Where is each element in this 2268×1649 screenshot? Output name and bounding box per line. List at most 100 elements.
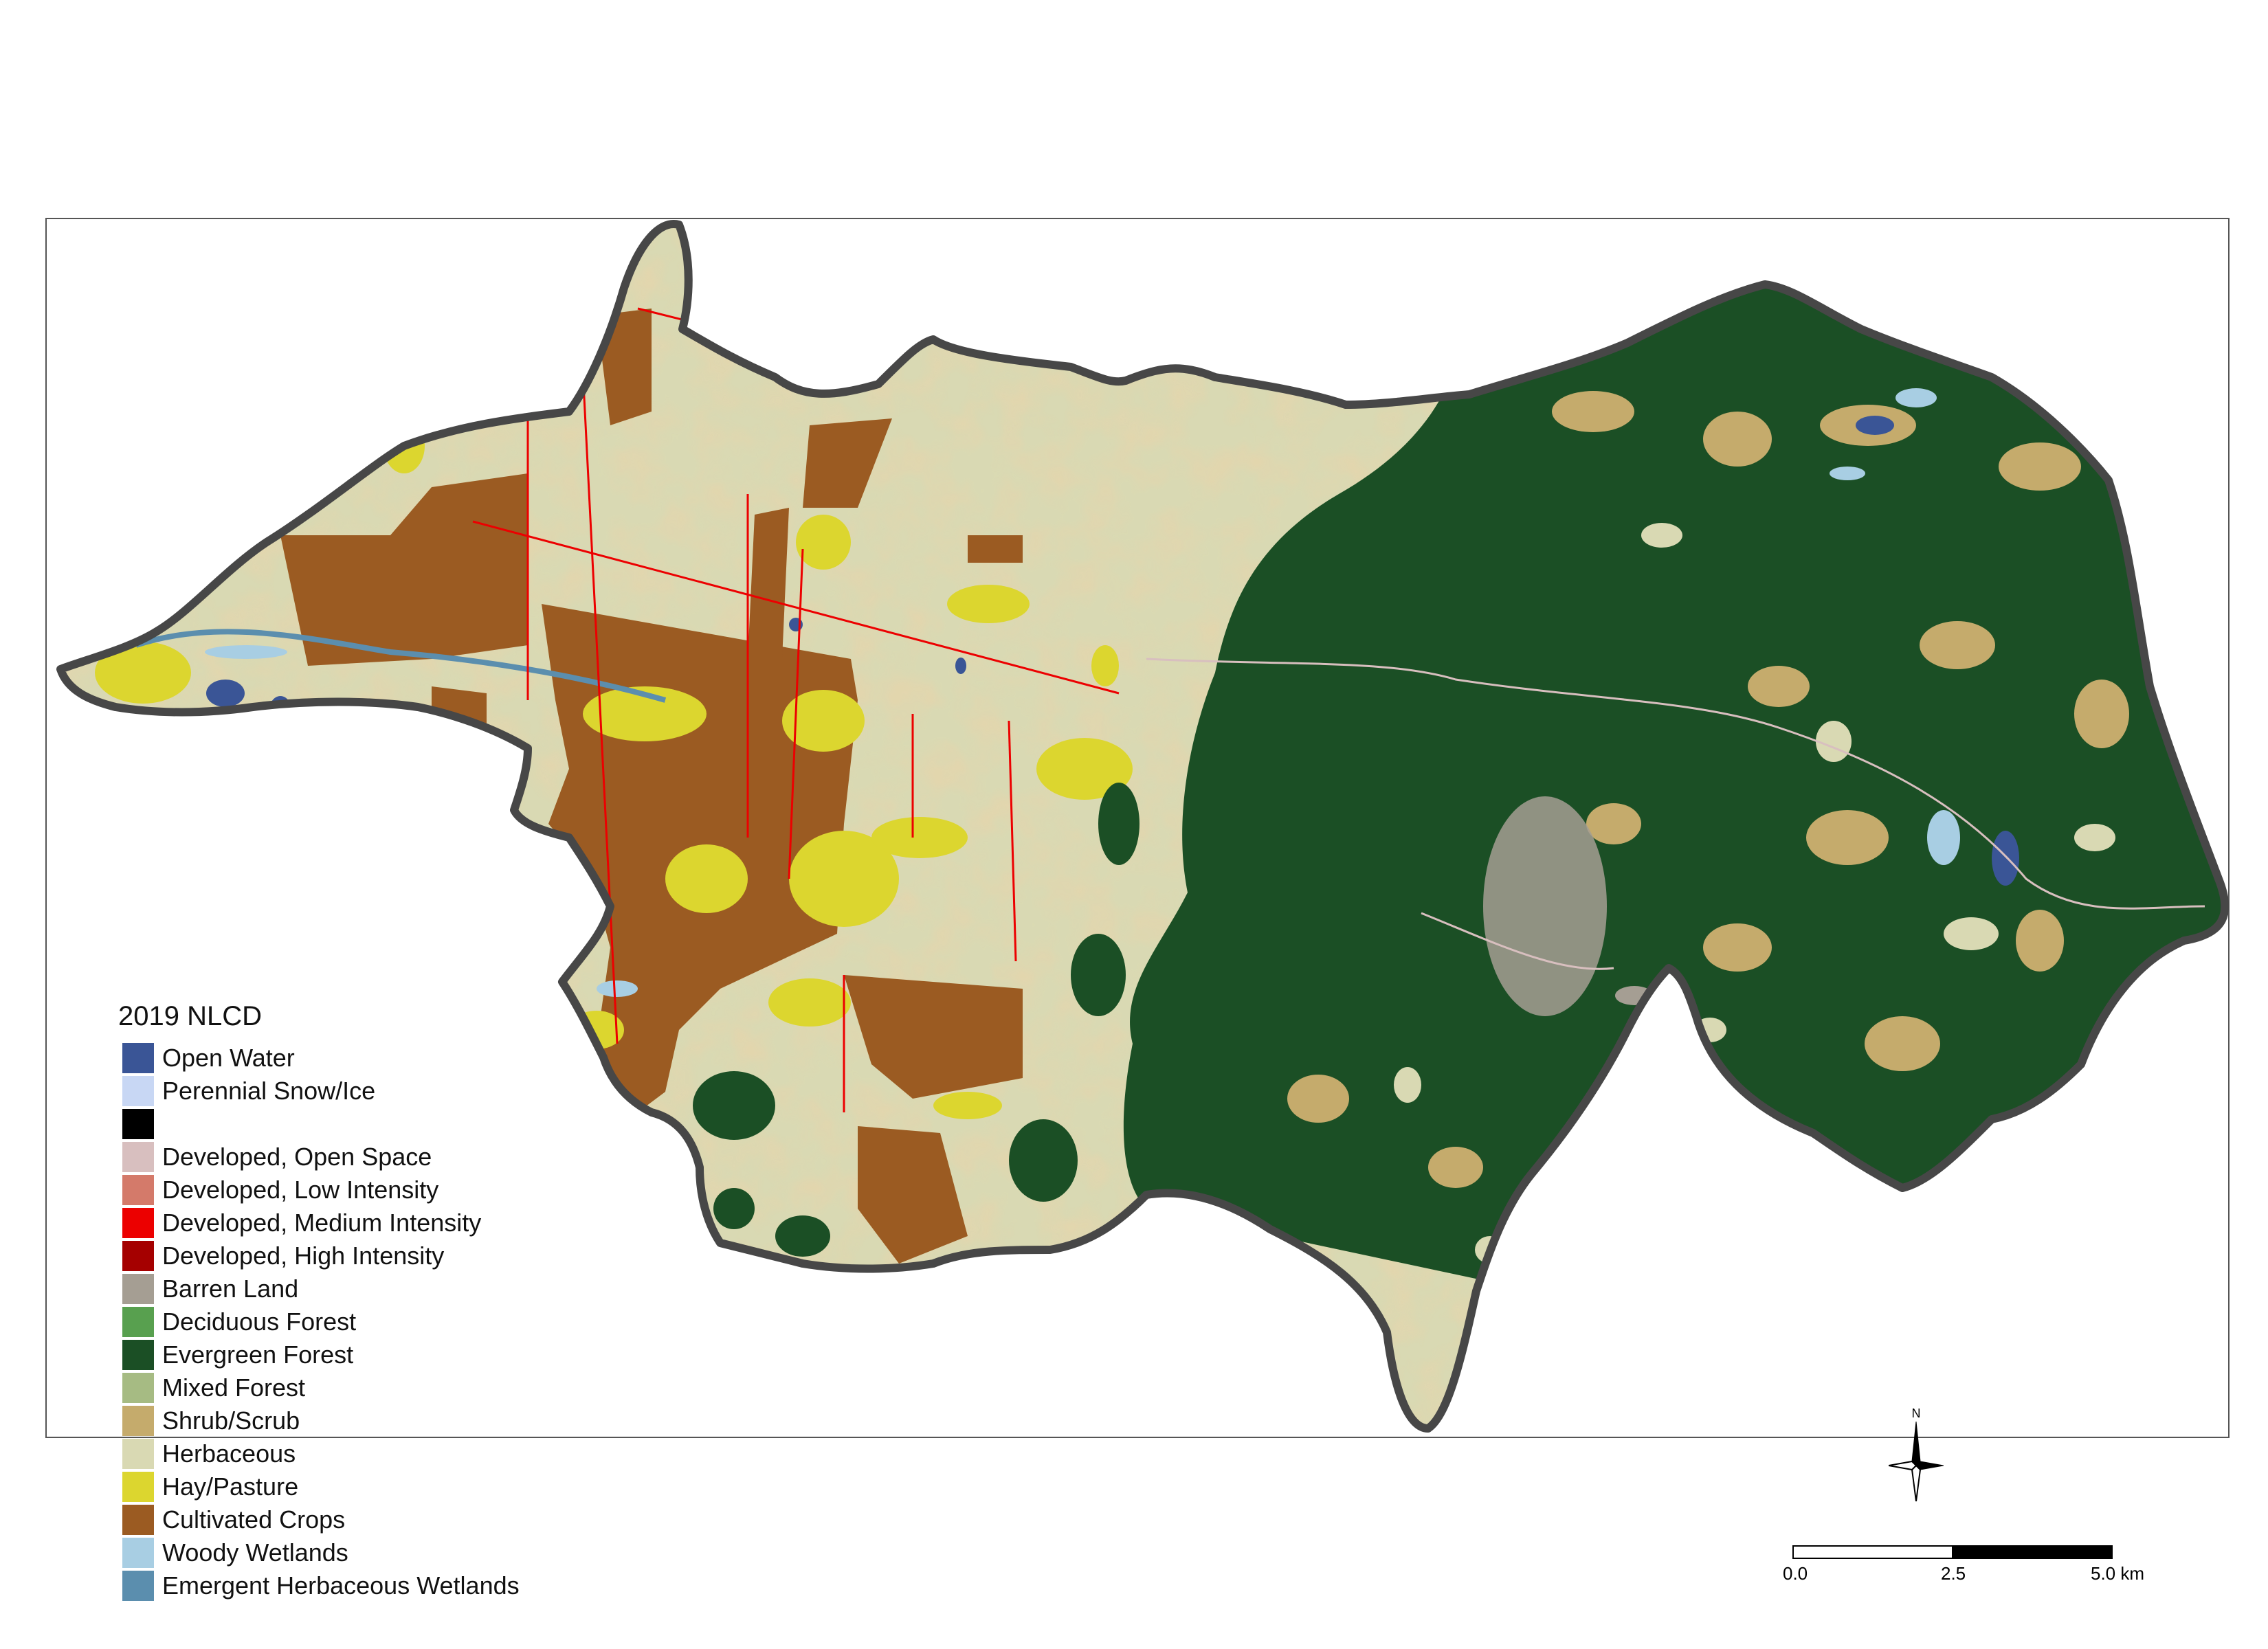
north-label: N xyxy=(1912,1406,1921,1420)
legend-item: Barren Land xyxy=(118,1272,298,1305)
map-legend: 2019 NLCD Open Water Perennial Snow/Ice De… xyxy=(118,1001,520,1602)
shrub-scrub-patch xyxy=(1999,442,2081,491)
legend-item: Deciduous Forest xyxy=(118,1305,356,1338)
hay-pasture-patch xyxy=(871,817,968,858)
legend-items: Open Water Perennial Snow/Ice Developed, O… xyxy=(118,1042,520,1602)
legend-item: Developed, Open Space xyxy=(118,1141,432,1174)
legend-item xyxy=(118,1108,262,1141)
hay-pasture-patch xyxy=(1036,738,1133,800)
scale-bar: 0.0 2.5 5.0 km xyxy=(1783,1545,2150,1600)
legend-label: Perennial Snow/Ice xyxy=(162,1077,376,1105)
open-water-patch xyxy=(1856,416,1894,435)
map-frame: 2019 NLCD Open Water Perennial Snow/Ice De… xyxy=(45,218,2230,1601)
road-line xyxy=(472,520,1120,695)
evergreen-forest-patch xyxy=(713,1188,755,1229)
hay-pasture-patch xyxy=(583,686,707,741)
legend-label: Cultivated Crops xyxy=(162,1505,346,1534)
legend-item: Emergent Herbaceous Wetlands xyxy=(118,1569,520,1602)
legend-item: Shrub/Scrub xyxy=(118,1404,300,1437)
cultivated-crops-area xyxy=(858,1126,968,1264)
scale-label-2: 5.0 km xyxy=(2091,1563,2145,1584)
herbaceous-patch xyxy=(1394,1067,1421,1103)
hay-pasture-patch xyxy=(933,1092,1002,1119)
hay-pasture-patch xyxy=(95,642,191,704)
legend-title: 2019 NLCD xyxy=(118,1001,263,1031)
cultivated-crops-area xyxy=(803,418,892,508)
legend-swatch xyxy=(122,1076,154,1106)
scale-bar-segment-black xyxy=(1952,1545,2113,1559)
hay-pasture-patch xyxy=(665,844,748,913)
shrub-scrub-patch xyxy=(1703,412,1772,467)
legend-label: Herbaceous xyxy=(162,1439,296,1468)
legend-label: Shrub/Scrub xyxy=(162,1406,300,1435)
hay-pasture-patch xyxy=(789,831,899,927)
legend-item: Cultivated Crops xyxy=(118,1503,345,1536)
road-line xyxy=(1008,720,1017,962)
herbaceous-patch xyxy=(1944,917,1999,950)
legend-swatch xyxy=(122,1571,154,1601)
hay-pasture-patch xyxy=(947,585,1030,623)
hay-pasture-patch xyxy=(796,515,851,570)
scale-label-0: 0.0 xyxy=(1783,1563,1808,1584)
woody-wetlands-patch xyxy=(1895,388,1937,407)
road-line xyxy=(788,548,804,879)
legend-swatch xyxy=(122,1538,154,1568)
hay-pasture-patch xyxy=(768,978,851,1027)
scale-label-1: 2.5 xyxy=(1941,1563,1966,1584)
herbaceous-patch xyxy=(1641,523,1682,548)
herbaceous-patch xyxy=(2074,824,2115,851)
cultivated-crops-area xyxy=(280,473,528,666)
legend-label: Woody Wetlands xyxy=(162,1538,348,1567)
legend-label: Evergreen Forest xyxy=(162,1340,354,1369)
legend-swatch xyxy=(122,1439,154,1469)
legend-label: Developed, Low Intensity xyxy=(162,1176,439,1204)
legend-swatch xyxy=(122,1373,154,1403)
shrub-scrub-patch xyxy=(1920,621,1995,669)
woody-wetlands-patch xyxy=(205,645,287,659)
hay-pasture-patch xyxy=(1091,645,1119,686)
legend-item: Open Water xyxy=(118,1042,295,1075)
shrub-scrub-patch xyxy=(1806,810,1889,865)
evergreen-forest-patch xyxy=(1098,783,1139,865)
legend-swatch xyxy=(122,1241,154,1271)
legend-swatch xyxy=(122,1406,154,1436)
legend-item: Perennial Snow/Ice xyxy=(118,1075,375,1108)
shrub-scrub-patch xyxy=(2074,680,2129,748)
woody-wetlands-patch xyxy=(1830,467,1865,480)
watershed-boundary xyxy=(56,220,2230,1433)
legend-swatch xyxy=(122,1340,154,1370)
legend-label: Developed, High Intensity xyxy=(162,1242,445,1270)
open-water-patch xyxy=(206,680,245,707)
evergreen-forest-patch xyxy=(1071,934,1126,1016)
shrub-scrub-patch xyxy=(1703,923,1772,972)
legend-label: Deciduous Forest xyxy=(162,1308,357,1336)
legend-item: Herbaceous xyxy=(118,1437,296,1470)
open-space-track xyxy=(1421,912,1614,970)
legend-label: Mixed Forest xyxy=(162,1373,306,1402)
cultivated-crops-area xyxy=(968,535,1023,563)
evergreen-forest-area xyxy=(1123,223,2225,1429)
herbaceous-patch xyxy=(1816,721,1852,762)
legend-label: Open Water xyxy=(162,1044,295,1072)
legend-swatch xyxy=(122,1175,154,1205)
legend-swatch xyxy=(122,1142,154,1172)
shrub-scrub-patch xyxy=(1552,391,1634,432)
cultivated-crops-area xyxy=(748,508,789,659)
shrub-scrub-patch xyxy=(1865,1016,1940,1071)
legend-label: Developed, Open Space xyxy=(162,1143,432,1171)
scale-bar-segment-white xyxy=(1792,1545,1953,1559)
woody-wetlands-patch xyxy=(1927,810,1960,865)
barren-land-area xyxy=(1483,796,1607,1016)
legend-swatch xyxy=(122,1043,154,1073)
shrub-scrub-patch xyxy=(2016,910,2064,972)
shrub-scrub-patch xyxy=(1287,1075,1349,1123)
legend-item: Developed, High Intensity xyxy=(118,1239,444,1272)
open-water-patch xyxy=(955,658,966,674)
legend-swatch xyxy=(122,1472,154,1502)
open-water-patch xyxy=(1992,831,2019,886)
legend-swatch xyxy=(122,1505,154,1535)
shrub-scrub-patch xyxy=(1748,666,1810,707)
legend-item: Mixed Forest xyxy=(118,1371,305,1404)
evergreen-forest-patch xyxy=(1009,1119,1078,1202)
land-cover-map xyxy=(56,220,2230,1433)
